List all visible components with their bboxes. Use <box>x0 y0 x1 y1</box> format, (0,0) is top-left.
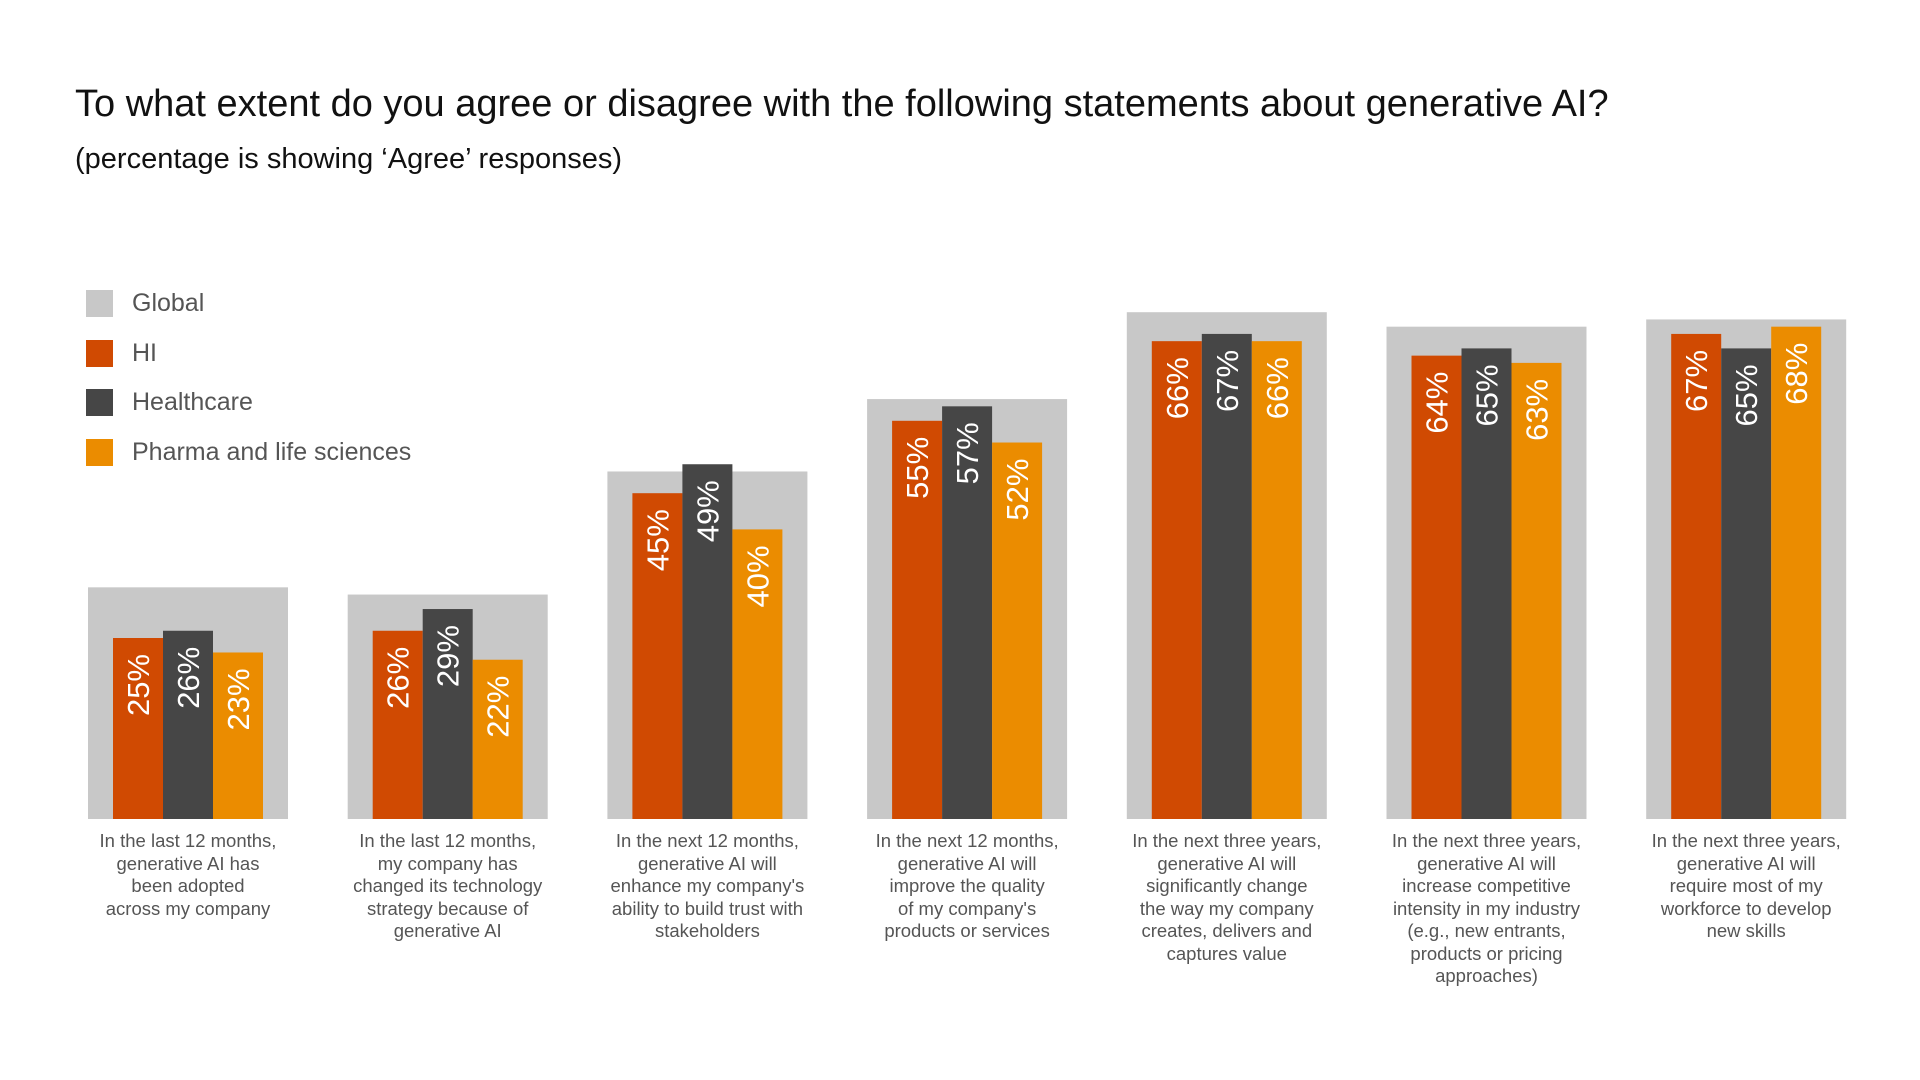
bar-pharma-and-life-sciences-1 <box>213 652 263 819</box>
legend-swatch-hi <box>86 339 113 367</box>
category-label-4: In the next 12 months, generative AI wil… <box>875 830 1059 941</box>
bar-hi-3 <box>632 493 683 819</box>
bar-group-5: 66% 67% 66% <box>1126 312 1327 819</box>
bar-hi-2 <box>372 630 423 819</box>
data-label-hi-4: 55% <box>900 437 935 499</box>
bar-hi-1 <box>113 638 163 819</box>
bar-hi-5 <box>1151 341 1202 819</box>
category-label-7: In the next three years, generative AI w… <box>1651 830 1841 941</box>
bar-healthcare-5 <box>1201 333 1252 819</box>
legend: Global HI Healthcare Pharma and life sci… <box>86 289 412 488</box>
bar-group-1: 25% 26% 23% <box>88 587 288 819</box>
data-label-healthcare-3: 49% <box>690 480 725 542</box>
bar-group-7: 67% 65% 68% <box>1646 319 1847 819</box>
bar-pharma-and-life-sciences-5 <box>1251 341 1302 819</box>
data-label-healthcare-1: 26% <box>171 647 206 709</box>
data-label-pharma-and-life-sciences-7: 68% <box>1779 343 1814 405</box>
legend-item-pharma: Pharma and life sciences <box>86 437 412 466</box>
bar-healthcare-3 <box>682 464 733 819</box>
data-label-pharma-and-life-sciences-6: 63% <box>1520 379 1555 441</box>
data-label-hi-1: 25% <box>121 654 156 716</box>
data-label-hi-5: 66% <box>1160 357 1195 419</box>
bar-pharma-and-life-sciences-3 <box>732 529 783 819</box>
bar-group-3: 45% 49% 40% <box>607 464 808 819</box>
bar-group-2: 26% 29% 22% <box>347 594 548 819</box>
category-label-3: In the next 12 months, generative AI wil… <box>610 830 805 941</box>
chart-title: To what extent do you agree or disagree … <box>75 83 1609 125</box>
category-label-6: In the next three years, generative AI w… <box>1391 830 1582 986</box>
data-label-healthcare-2: 29% <box>431 625 466 687</box>
bar-pharma-and-life-sciences-7 <box>1771 326 1822 819</box>
data-label-hi-6: 64% <box>1420 372 1455 434</box>
bar-hi-7 <box>1671 333 1722 819</box>
legend-label-hi: HI <box>132 338 157 367</box>
legend-label-global: Global <box>132 289 205 317</box>
legend-label-healthcare: Healthcare <box>132 388 253 416</box>
data-label-pharma-and-life-sciences-3: 40% <box>740 545 775 607</box>
bar-pharma-and-life-sciences-2 <box>472 659 523 819</box>
chart-subtitle: (percentage is showing ‘Agree’ responses… <box>75 143 622 175</box>
bar-group-4: 55% 57% 52% <box>867 399 1068 819</box>
category-label-1: In the last 12 months, generative AI has… <box>99 830 277 919</box>
category-label-2: In the last 12 months, my company has ch… <box>353 830 543 941</box>
legend-swatch-global <box>86 290 113 317</box>
data-label-hi-2: 26% <box>381 647 416 709</box>
bar-pharma-and-life-sciences-4 <box>992 442 1043 819</box>
category-label-5: In the next three years, generative AI w… <box>1132 830 1322 964</box>
data-label-pharma-and-life-sciences-5: 66% <box>1260 357 1295 419</box>
data-label-hi-3: 45% <box>640 509 675 571</box>
legend-label-pharma: Pharma and life sciences <box>132 437 412 466</box>
data-label-healthcare-7: 65% <box>1729 364 1764 426</box>
bar-healthcare-2 <box>422 609 473 819</box>
legend-item-healthcare: Healthcare <box>86 388 411 416</box>
bar-healthcare-6 <box>1461 348 1512 819</box>
bar-hi-6 <box>1411 355 1462 819</box>
data-label-pharma-and-life-sciences-2: 22% <box>481 676 516 738</box>
bar-group-6: 64% 65% 63% <box>1386 326 1587 819</box>
data-label-hi-7: 67% <box>1679 350 1714 412</box>
data-label-pharma-and-life-sciences-1: 23% <box>221 668 256 730</box>
data-label-healthcare-4: 57% <box>950 422 985 484</box>
bar-healthcare-7 <box>1721 348 1772 819</box>
bar-hi-4 <box>892 420 943 819</box>
legend-item-global: Global <box>86 289 411 317</box>
bar-healthcare-4 <box>942 406 993 819</box>
data-label-healthcare-5: 67% <box>1210 350 1245 412</box>
legend-swatch-pharma <box>86 438 113 466</box>
legend-swatch-healthcare <box>86 389 113 416</box>
bar-pharma-and-life-sciences-6 <box>1511 362 1562 819</box>
bar-healthcare-1 <box>163 630 213 819</box>
data-label-healthcare-6: 65% <box>1470 364 1505 426</box>
data-label-pharma-and-life-sciences-4: 52% <box>1000 459 1035 521</box>
legend-item-hi: HI <box>86 338 411 367</box>
